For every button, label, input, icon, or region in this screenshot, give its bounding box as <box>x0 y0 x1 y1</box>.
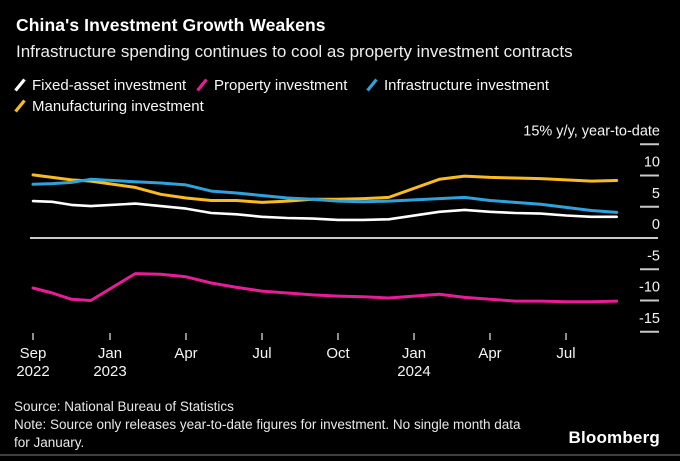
legend-item-manufacturing: Manufacturing investment <box>14 97 204 115</box>
x-axis-year-label: 2023 <box>93 363 126 380</box>
y-axis-label: 10 <box>644 155 660 171</box>
series-line-manufacturing-investment <box>31 173 619 204</box>
note-text: Note: Source only releases year-to-date … <box>14 417 521 450</box>
x-axis-year-label: 2024 <box>397 363 430 380</box>
legend-item-fixed-asset: Fixed-asset investment <box>14 76 187 94</box>
chart-subtitle: Infrastructure spending continues to coo… <box>16 42 573 61</box>
legend-label: Infrastructure investment <box>384 76 550 94</box>
series-line-infrastructure-investment <box>31 177 619 214</box>
x-axis-month-label: Jan <box>98 345 122 362</box>
bottom-rule <box>0 454 680 456</box>
x-axis-month-label: Jul <box>556 345 575 362</box>
legend-item-property: Property investment <box>196 76 348 94</box>
legend-label: Fixed-asset investment <box>32 76 187 94</box>
legend-label: Manufacturing investment <box>32 97 204 115</box>
line-slash-icon <box>196 78 208 92</box>
chart-title: China's Investment Growth Weakens <box>16 15 326 35</box>
x-axis-month-label: Apr <box>174 345 197 362</box>
y-axis-label: -5 <box>647 248 660 264</box>
line-slash-icon <box>366 78 378 92</box>
x-axis-month-label: Jul <box>252 345 271 362</box>
x-axis-month-label: Apr <box>478 345 501 362</box>
x-axis-month-label: Oct <box>326 345 350 362</box>
line-slash-icon <box>14 78 26 92</box>
y-axis-label: 0 <box>652 217 660 233</box>
legend-label: Property investment <box>214 76 348 94</box>
series-line-fixed-asset-investment <box>31 199 619 222</box>
x-axis-month-label: Jan <box>402 345 426 362</box>
y-axis-unit-label: 15% y/y, year-to-date <box>523 123 660 139</box>
series-line-property-investment <box>31 272 619 304</box>
x-axis-year-label: 2022 <box>16 363 49 380</box>
y-axis-label: -10 <box>639 280 660 296</box>
x-axis-month-label: Sep <box>20 345 47 362</box>
y-axis-label: -15 <box>639 311 660 327</box>
legend-item-infrastructure: Infrastructure investment <box>366 76 550 94</box>
y-axis-label: 5 <box>652 186 660 202</box>
line-slash-icon <box>14 99 26 113</box>
source-text: Source: National Bureau of Statistics <box>14 399 234 414</box>
bloomberg-logo: Bloomberg <box>568 428 660 447</box>
